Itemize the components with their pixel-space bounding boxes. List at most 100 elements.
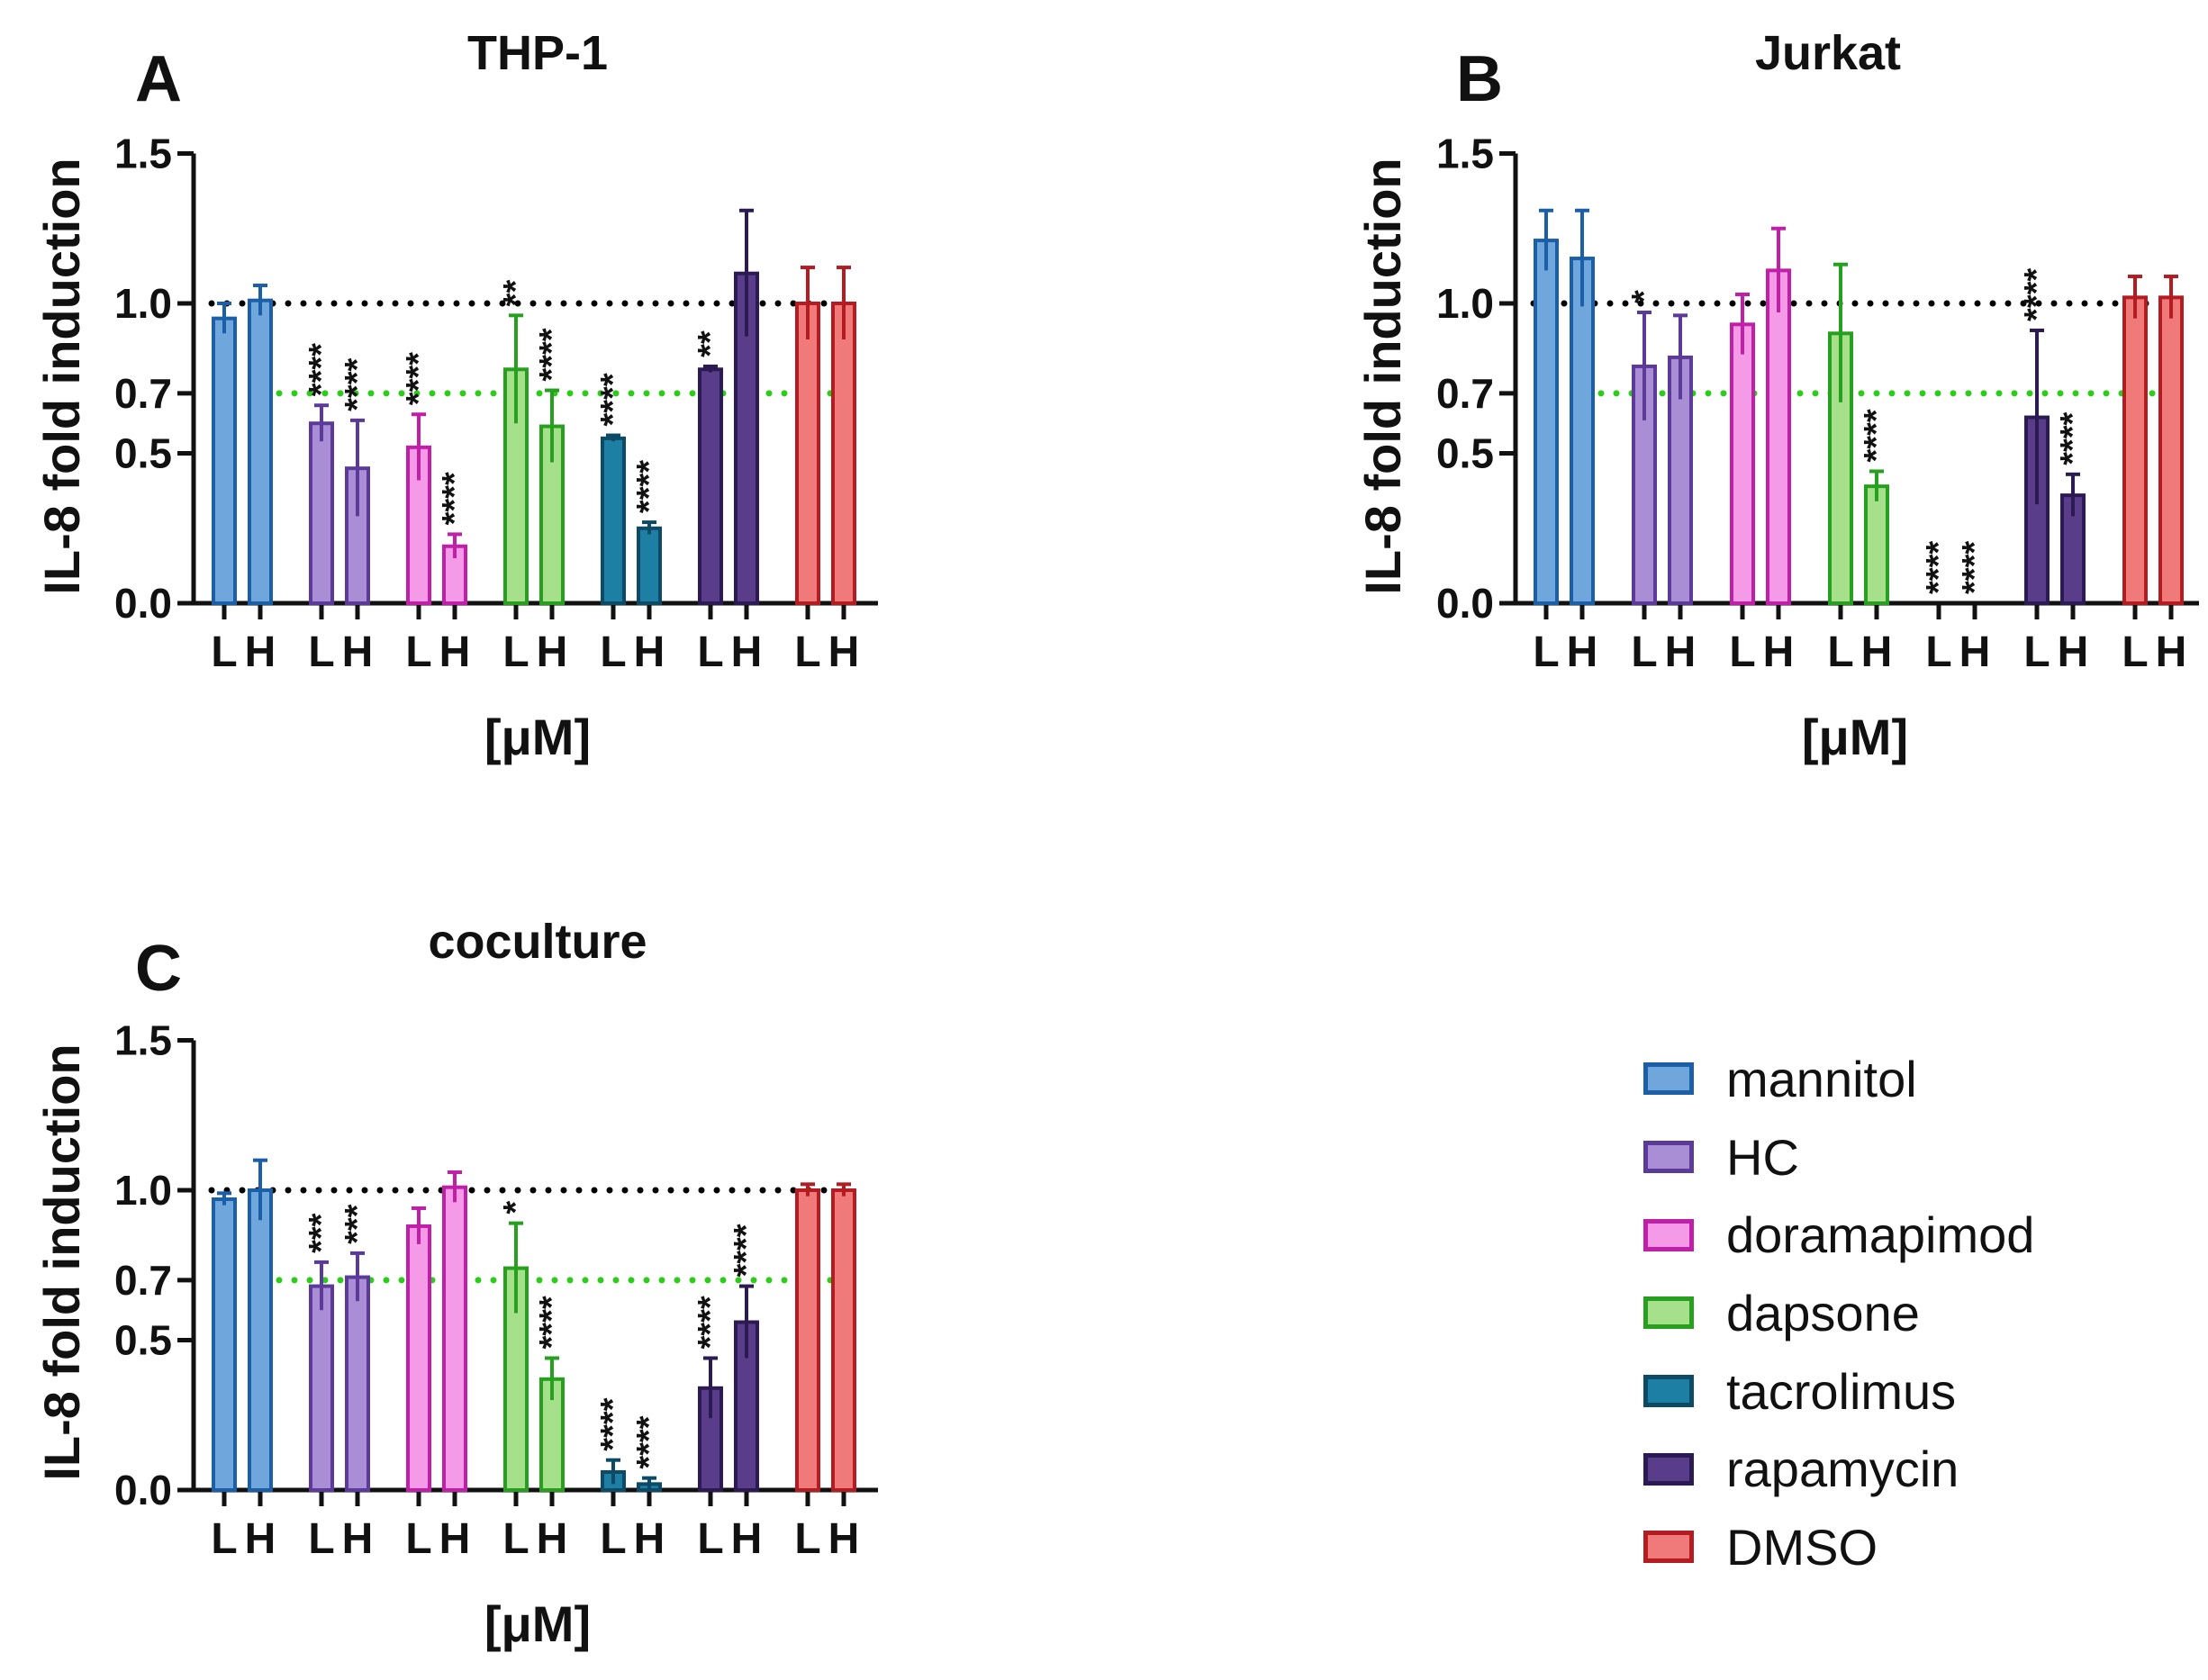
bar-mannitol-L <box>212 1197 237 1492</box>
bar-mannitol-H <box>248 298 273 605</box>
x-tick-label: L <box>1925 628 1951 676</box>
significance-marker: ** <box>692 330 729 357</box>
x-tick-label: L <box>308 1515 334 1563</box>
x-tick-label: L <box>308 628 334 676</box>
panel-c-xlabel: [μM] <box>484 1595 591 1652</box>
significance-marker: **** <box>533 328 571 381</box>
legend-label: mannitol <box>1726 1050 1917 1107</box>
significance-marker: **** <box>594 1397 632 1450</box>
legend-item-rapamycin: rapamycin <box>1643 1430 2148 1508</box>
x-tick-label: L <box>697 1515 723 1563</box>
x-tick-label: H <box>245 1515 276 1563</box>
significance-marker: * <box>1625 290 1663 303</box>
legend-swatch <box>1643 1531 1694 1564</box>
legend-item-tacrolimus: tacrolimus <box>1643 1352 2148 1431</box>
bar-doramapimod-H <box>442 1185 467 1493</box>
y-tick-label: 0.7 <box>1436 370 1494 417</box>
y-tick-label: 0.5 <box>114 430 172 477</box>
significance-marker: **** <box>728 1224 765 1277</box>
x-tick-label: H <box>537 628 568 676</box>
legend-label: doramapimod <box>1726 1206 2035 1264</box>
bar-tacrolimus-L <box>601 436 626 605</box>
bar-hc-H <box>345 1275 370 1492</box>
bar-dapsone-H <box>1864 484 1889 605</box>
legend-swatch <box>1643 1375 1694 1408</box>
significance-marker: * <box>497 1201 535 1215</box>
significance-marker: **** <box>630 460 668 513</box>
panel-b-plot: 0.00.50.71.01.5L H L*H L H L H****L****H****L*… <box>1436 131 2199 676</box>
significance-marker: **** <box>1920 541 1958 594</box>
x-tick-label: H <box>731 1515 763 1563</box>
panel-a-ylabel: IL-8 fold induction <box>33 158 90 594</box>
x-tick-label: H <box>439 1515 471 1563</box>
x-tick-label: H <box>634 628 665 676</box>
panel-c-plot: 0.00.50.71.01.5L H L***H***L H L*H****L****H… <box>114 1017 878 1563</box>
x-tick-label: L <box>600 1515 626 1563</box>
x-tick-label: H <box>828 1515 860 1563</box>
x-tick-label: L <box>794 628 820 676</box>
legend-swatch <box>1643 1218 1694 1251</box>
x-tick-label: H <box>342 628 374 676</box>
x-tick-label: H <box>634 1515 665 1563</box>
x-tick-label: H <box>828 628 860 676</box>
bar-doramapimod-L <box>1730 322 1755 605</box>
y-tick-label: 0.0 <box>114 1467 172 1513</box>
significance-marker: **** <box>2054 411 2092 465</box>
bar-dmso-L <box>795 302 820 605</box>
significance-marker: **** <box>400 352 438 405</box>
significance-marker: **** <box>533 1296 571 1349</box>
significance-marker: **** <box>303 343 340 396</box>
bar-hc-L <box>1632 364 1657 605</box>
x-tick-label: L <box>405 1515 431 1563</box>
panel-letter-b: B <box>1456 43 1503 115</box>
legend-label: rapamycin <box>1726 1441 1959 1498</box>
panel-b-xlabel: [μM] <box>1802 709 1908 765</box>
panel-b-ylabel: IL-8 fold induction <box>1354 158 1411 594</box>
bar-mannitol-H <box>248 1188 273 1492</box>
x-tick-label: L <box>1827 628 1853 676</box>
panel-letter-c: C <box>135 933 182 1005</box>
significance-marker: *** <box>303 1213 340 1253</box>
x-tick-label: H <box>537 1515 568 1563</box>
panel-a-title: THP-1 <box>467 26 608 80</box>
x-tick-label: L <box>502 628 529 676</box>
y-tick-label: 1.0 <box>114 1167 172 1214</box>
significance-marker: **** <box>339 358 376 411</box>
panel-b-title: Jurkat <box>1755 26 1901 80</box>
bar-dmso-H <box>2158 295 2184 605</box>
x-tick-label: L <box>405 628 431 676</box>
bar-mannitol-L <box>1534 239 1559 605</box>
legend-item-dapsone: dapsone <box>1643 1274 2148 1352</box>
significance-marker: ** <box>497 280 535 307</box>
bar-dmso-L <box>2122 295 2148 605</box>
x-tick-label: L <box>794 1515 820 1563</box>
panel-b: B Jurkat [μM] IL-8 fold induction 0.0 0.5… <box>1354 26 2199 765</box>
panel-a-plot: 0.00.50.71.01.5L H L****H****L****H****L**… <box>114 131 878 676</box>
x-tick-label: L <box>1729 628 1755 676</box>
y-tick-label: 0.0 <box>114 580 172 627</box>
legend-label: DMSO <box>1726 1518 1878 1576</box>
y-tick-label: 1.5 <box>114 1017 172 1064</box>
bar-rapamycin-L <box>698 367 723 605</box>
x-tick-label: H <box>1665 628 1697 676</box>
significance-marker: **** <box>692 1296 729 1349</box>
significance-marker: **** <box>2018 268 2056 321</box>
bar-hc-L <box>309 1284 334 1493</box>
legend-item-mannitol: mannitol <box>1643 1040 2148 1118</box>
panel-c-ylabel: IL-8 fold induction <box>33 1043 90 1480</box>
x-tick-label: H <box>2156 628 2187 676</box>
legend-label: dapsone <box>1726 1284 1920 1341</box>
x-tick-label: H <box>342 1515 374 1563</box>
x-tick-label: L <box>502 1515 529 1563</box>
y-tick-label: 0.7 <box>114 370 172 417</box>
y-tick-label: 1.0 <box>1436 280 1494 327</box>
bar-dmso-H <box>831 1188 856 1492</box>
x-tick-label: H <box>1959 628 1991 676</box>
bar-hc-L <box>309 421 334 606</box>
panel-c: C coculture [μM] IL-8 fold induction 0.0… <box>33 915 878 1652</box>
bar-doramapimod-H <box>1766 268 1791 605</box>
y-tick-label: 0.0 <box>1436 580 1494 627</box>
panel-a: A THP-1 [μM] IL-8 fold induction 0.0 0.5 0… <box>33 26 878 765</box>
x-tick-label: L <box>697 628 723 676</box>
